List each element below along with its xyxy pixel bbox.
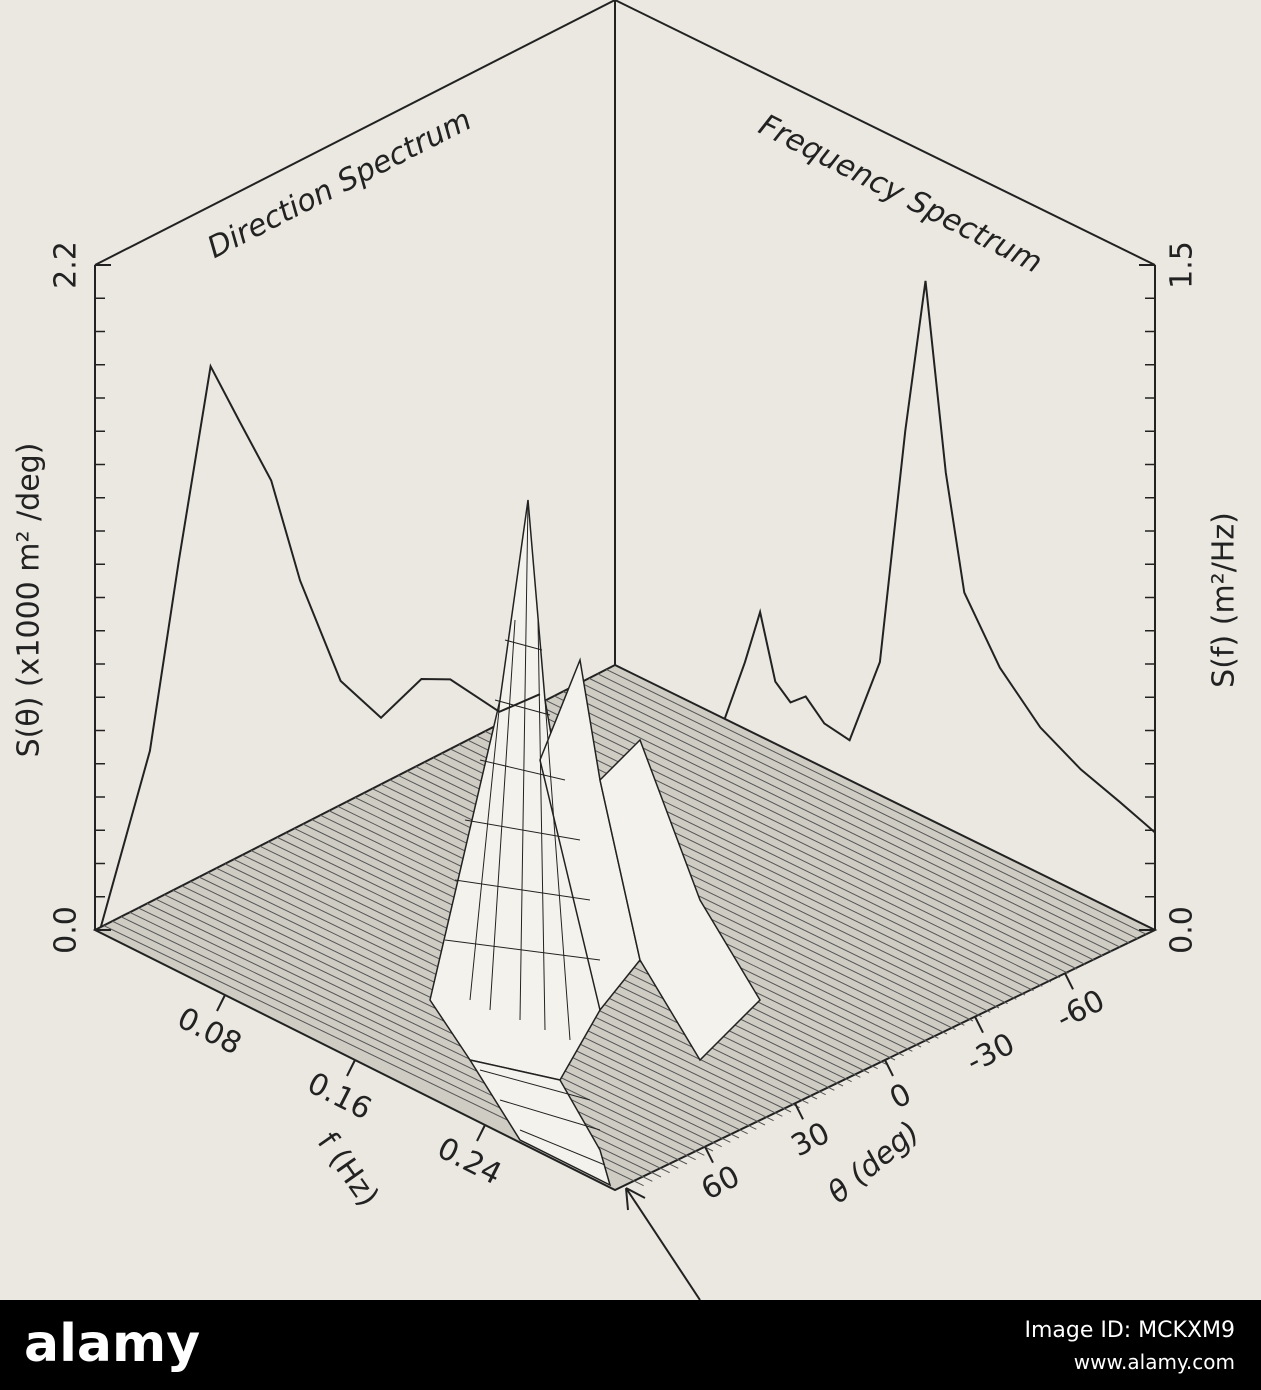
hatch-line [588,677,1130,944]
hatch-line [580,682,1121,948]
spectrum-line [723,280,1156,834]
url: www.alamy.com [1073,1350,1235,1374]
y-tick-label: 1.5 [1165,241,1200,289]
hatch-line [597,673,1138,940]
x-tick-label: 0.08 [172,1001,247,1063]
hatch-line [146,903,688,1165]
theta-tick-label: 30 [786,1116,836,1165]
hatch-line [536,704,1078,970]
x-tick [346,1059,356,1077]
y-tick-label: 0.0 [49,906,84,954]
chart: 0.0 2.2 S(θ) (x1000 m² /deg) Direction Spec… [12,0,1242,1301]
footer: alamy Image ID: MCKXM9 www.alamy.com [0,1300,1261,1390]
spectrum-line [99,363,541,928]
x-tick-label: 0.16 [302,1066,377,1128]
hatch-line [510,717,1052,983]
x-tick [476,1124,486,1142]
theta-tick [1064,972,1074,990]
hatch-line [164,894,705,1156]
panel-title: Direction Spectrum [202,102,477,265]
hatch-line [155,898,696,1161]
theta-tick-label: 60 [696,1159,746,1208]
hatch-line [138,907,679,1169]
floor-hatch [103,668,1147,1187]
x-axis-label: f (Hz) [310,1126,386,1213]
x-tick-label: 0.24 [432,1131,507,1193]
surface-peak [429,499,761,1187]
theta-tick-label: -30 [961,1026,1021,1079]
theta-tick [794,1102,804,1120]
y-tick-label: 2.2 [49,241,84,289]
hatch-line [528,708,1069,974]
image-id: Image ID: MCKXM9 [1024,1318,1235,1343]
theta-tick [704,1146,714,1164]
panel-title: Frequency Spectrum [753,108,1048,281]
logo: alamy [24,1314,201,1374]
theta-tick-label: 0 [884,1077,917,1117]
surface-mesh [444,499,606,1166]
theta-tick [974,1016,984,1034]
hatch-line [606,668,1147,935]
y-axis-label: S(θ) (x1000 m² /deg) [12,443,47,758]
theta-tick [884,1059,894,1077]
hatch-line [562,691,1104,957]
hatch-line [519,713,1060,979]
hatch-line [554,695,1095,961]
y-tick-label: 0.0 [1165,906,1200,954]
hatch-line [571,686,1112,953]
arrow [625,1187,701,1301]
theta-axis-label: θ (deg) [821,1115,926,1211]
theta-tick-label: -60 [1051,983,1111,1036]
y-axis-label: S(f) (m²/Hz) [1207,512,1242,688]
x-tick [216,994,226,1012]
